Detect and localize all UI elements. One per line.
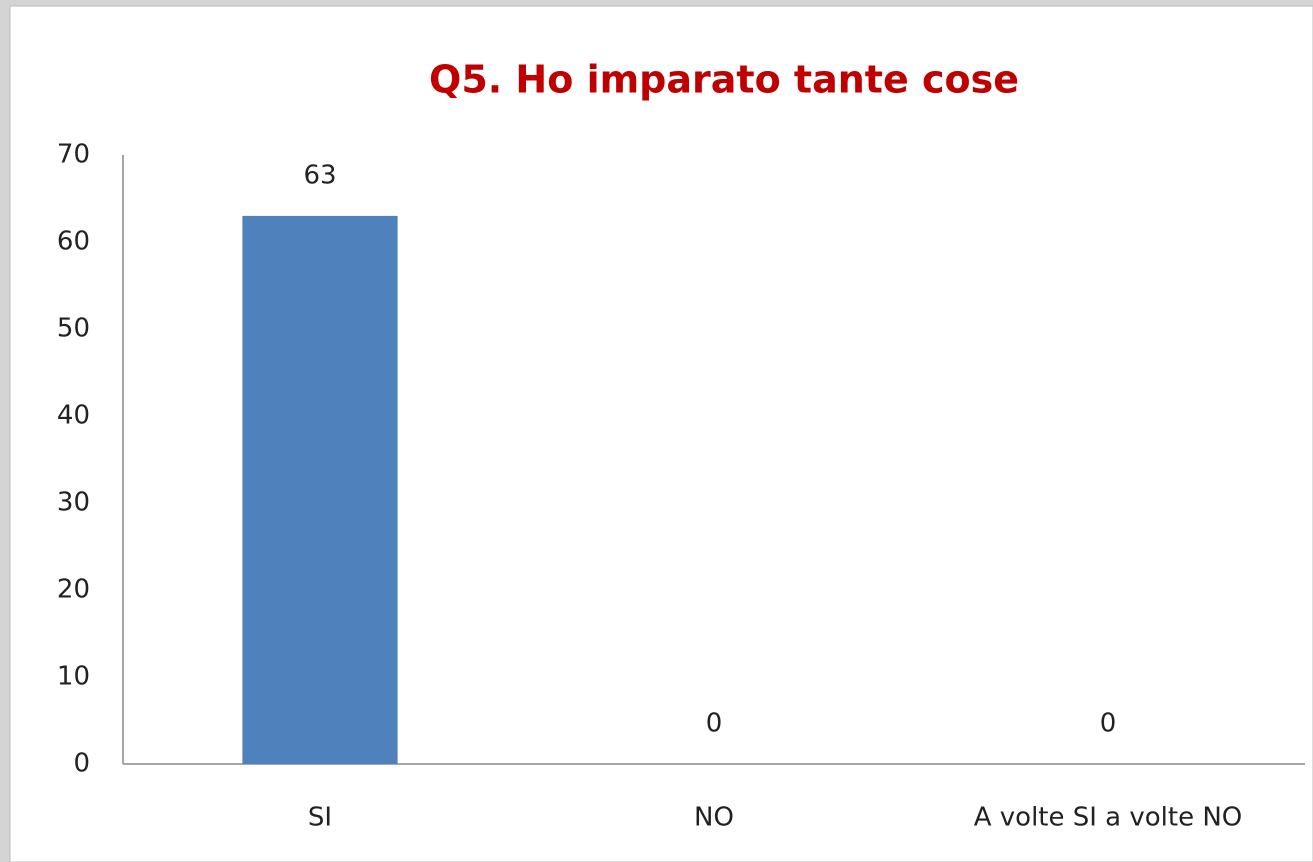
y-tick-label: 0 <box>73 749 90 779</box>
chart-title: Q5. Ho imparato tante cose <box>429 58 1019 102</box>
y-tick-label: 50 <box>57 314 90 344</box>
y-tick-label: 10 <box>57 662 90 692</box>
x-tick-label: SI <box>308 803 332 833</box>
x-tick-label: NO <box>694 803 734 833</box>
y-tick-label: 60 <box>57 227 90 257</box>
y-tick-label: 20 <box>57 575 90 605</box>
y-tick-label: 30 <box>57 488 90 518</box>
bar <box>242 215 398 764</box>
data-label: 0 <box>1100 709 1117 739</box>
chart-area <box>9 5 1313 862</box>
data-label: 63 <box>303 160 336 190</box>
x-tick-label: A volte SI a volte NO <box>974 803 1243 833</box>
y-tick-label: 70 <box>57 140 90 170</box>
y-tick-label: 40 <box>57 401 90 431</box>
data-label: 0 <box>706 709 723 739</box>
